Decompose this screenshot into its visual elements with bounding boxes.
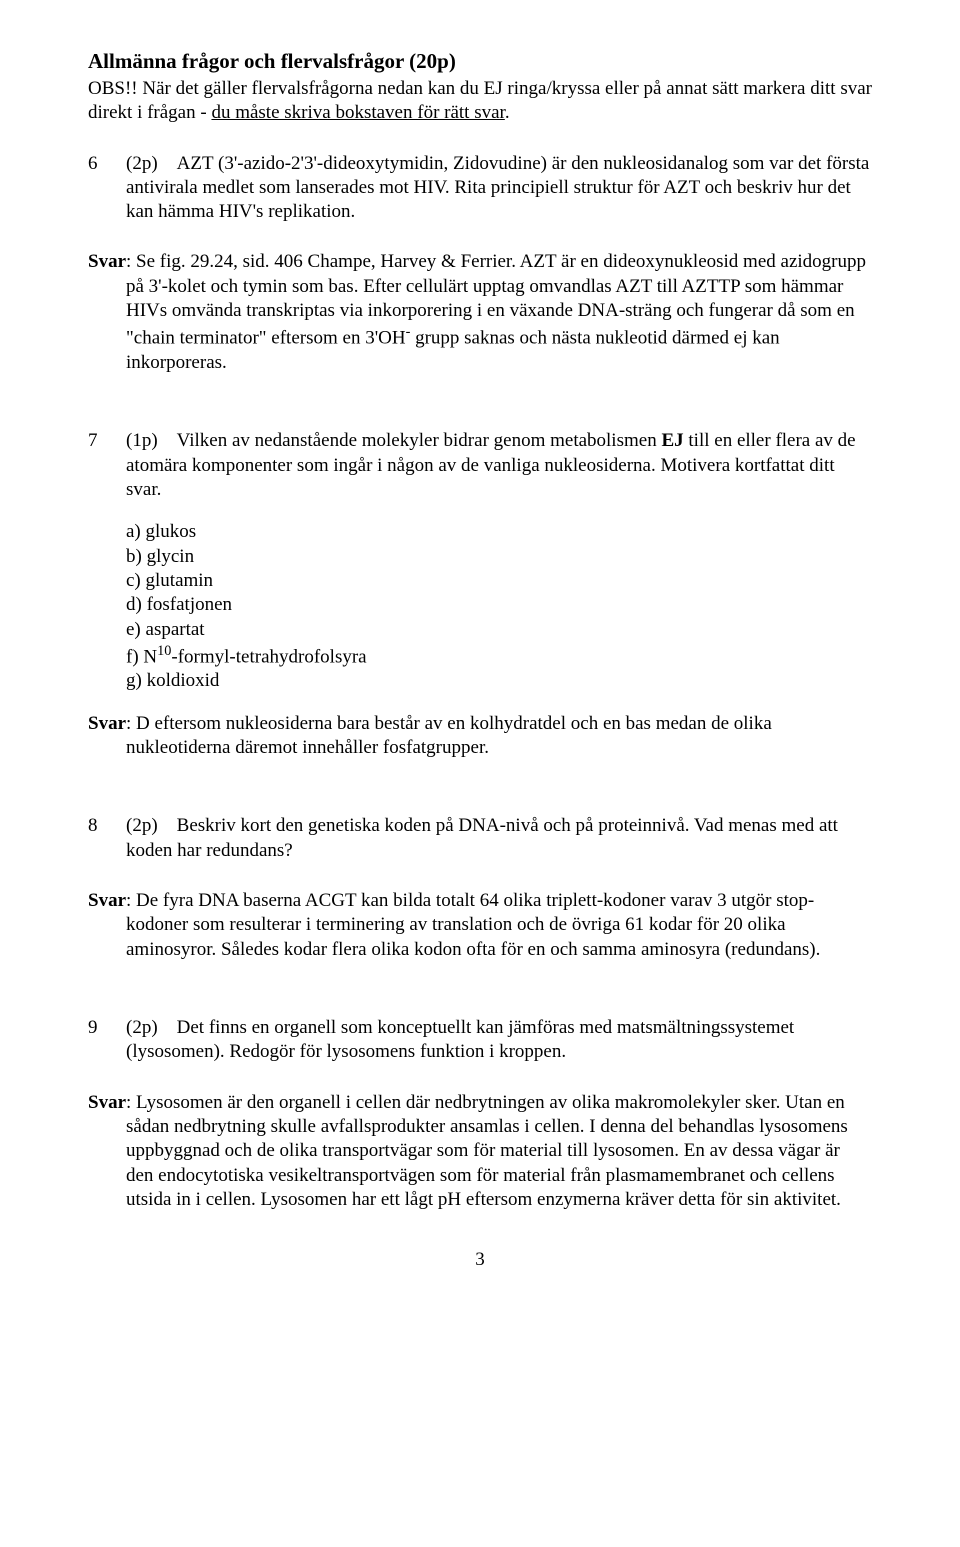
answer-label: Svar [88,1092,126,1113]
question-body: AZT (3'-azido-2'3'-dideoxytymidin, Zidov… [126,153,869,223]
question-8-text: 8(2p) Beskriv kort den genetiska koden p… [88,814,872,863]
answer-8: Svar: De fyra DNA baserna ACGT kan bilda… [88,889,872,962]
option-d: d) fosfatjonen [126,593,872,617]
question-number: 8 [88,814,126,838]
question-points: (2p) [126,153,158,174]
answer-label: Svar [88,251,126,272]
question-number: 9 [88,1016,126,1040]
question-bold-ej: EJ [661,430,683,451]
question-body-a: Vilken av nedanstående molekyler bidrar … [177,430,662,451]
answer-text: : Lysosomen är den organell i cellen där… [126,1092,848,1210]
document-page: Allmänna frågor och flervalsfrågor (20p)… [0,0,960,1312]
intro-underlined: du måste skriva bokstaven för rätt svar [211,102,504,123]
option-f: f) N10-formyl-tetrahydrofolsyra [126,642,872,670]
answer-label: Svar [88,713,126,734]
question-points: (2p) [126,815,158,836]
section-title: Allmänna frågor och flervalsfrågor (20p) [88,48,872,75]
option-a: a) glukos [126,520,872,544]
answer-7: Svar: D eftersom nukleosiderna bara best… [88,712,872,761]
question-8: 8(2p) Beskriv kort den genetiska koden p… [88,814,872,863]
option-g: g) koldioxid [126,669,872,693]
option-f-pre: f) N [126,646,157,667]
answer-text: : De fyra DNA baserna ACGT kan bilda tot… [126,890,820,960]
answer-9: Svar: Lysosomen är den organell i cellen… [88,1091,872,1213]
question-points: (2p) [126,1017,158,1038]
intro-suffix: . [505,102,510,123]
question-9: 9(2p) Det finns en organell som konceptu… [88,1016,872,1065]
option-e: e) aspartat [126,618,872,642]
question-7: 7(1p) Vilken av nedanstående molekyler b… [88,429,872,502]
question-number: 7 [88,429,126,453]
question-6-text: 6(2p) AZT (3'-azido-2'3'-dideoxytymidin,… [88,152,872,225]
answer-label: Svar [88,890,126,911]
question-points: (1p) [126,430,158,451]
question-6: 6(2p) AZT (3'-azido-2'3'-dideoxytymidin,… [88,152,872,225]
answer-6: Svar: Se fig. 29.24, sid. 406 Champe, Ha… [88,250,872,375]
option-c: c) glutamin [126,569,872,593]
intro-paragraph: OBS!! När det gäller flervalsfrågorna ne… [88,77,872,126]
question-number: 6 [88,152,126,176]
page-number: 3 [88,1248,872,1272]
answer-text: : D eftersom nukleosiderna bara består a… [126,713,772,758]
question-body: Beskriv kort den genetiska koden på DNA-… [126,815,838,860]
question-7-text: 7(1p) Vilken av nedanstående molekyler b… [88,429,872,502]
question-body: Det finns en organell som konceptuellt k… [126,1017,794,1062]
question-9-text: 9(2p) Det finns en organell som konceptu… [88,1016,872,1065]
question-7-options: a) glukos b) glycin c) glutamin d) fosfa… [88,520,872,694]
option-f-post: -formyl-tetrahydrofolsyra [171,646,366,667]
option-b: b) glycin [126,545,872,569]
option-f-sup: 10 [157,643,171,659]
